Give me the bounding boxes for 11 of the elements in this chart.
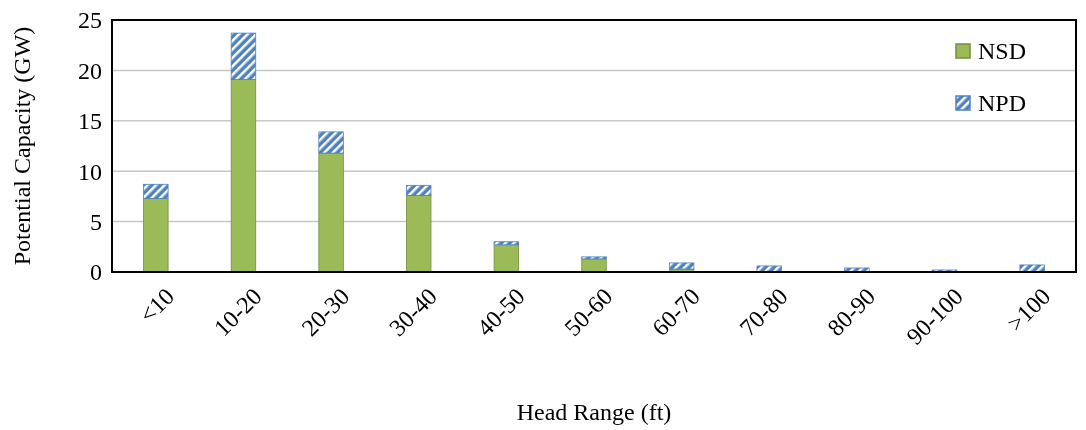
x-tick-label: <10 [134,283,180,328]
y-tick-label: 10 [78,158,102,185]
y-tick-label: 15 [78,108,102,135]
x-axis-title: Head Range (ft) [516,399,672,425]
y-axis-title: Potential Capacity (GW) [9,26,35,266]
legend-label: NPD [978,90,1027,117]
legend-label: NSD [978,38,1027,65]
y-tick-label: 0 [90,259,102,286]
y-tick-label: 20 [78,57,102,84]
y-tick-label: 5 [90,209,102,235]
y-tick-label: 25 [78,7,102,34]
